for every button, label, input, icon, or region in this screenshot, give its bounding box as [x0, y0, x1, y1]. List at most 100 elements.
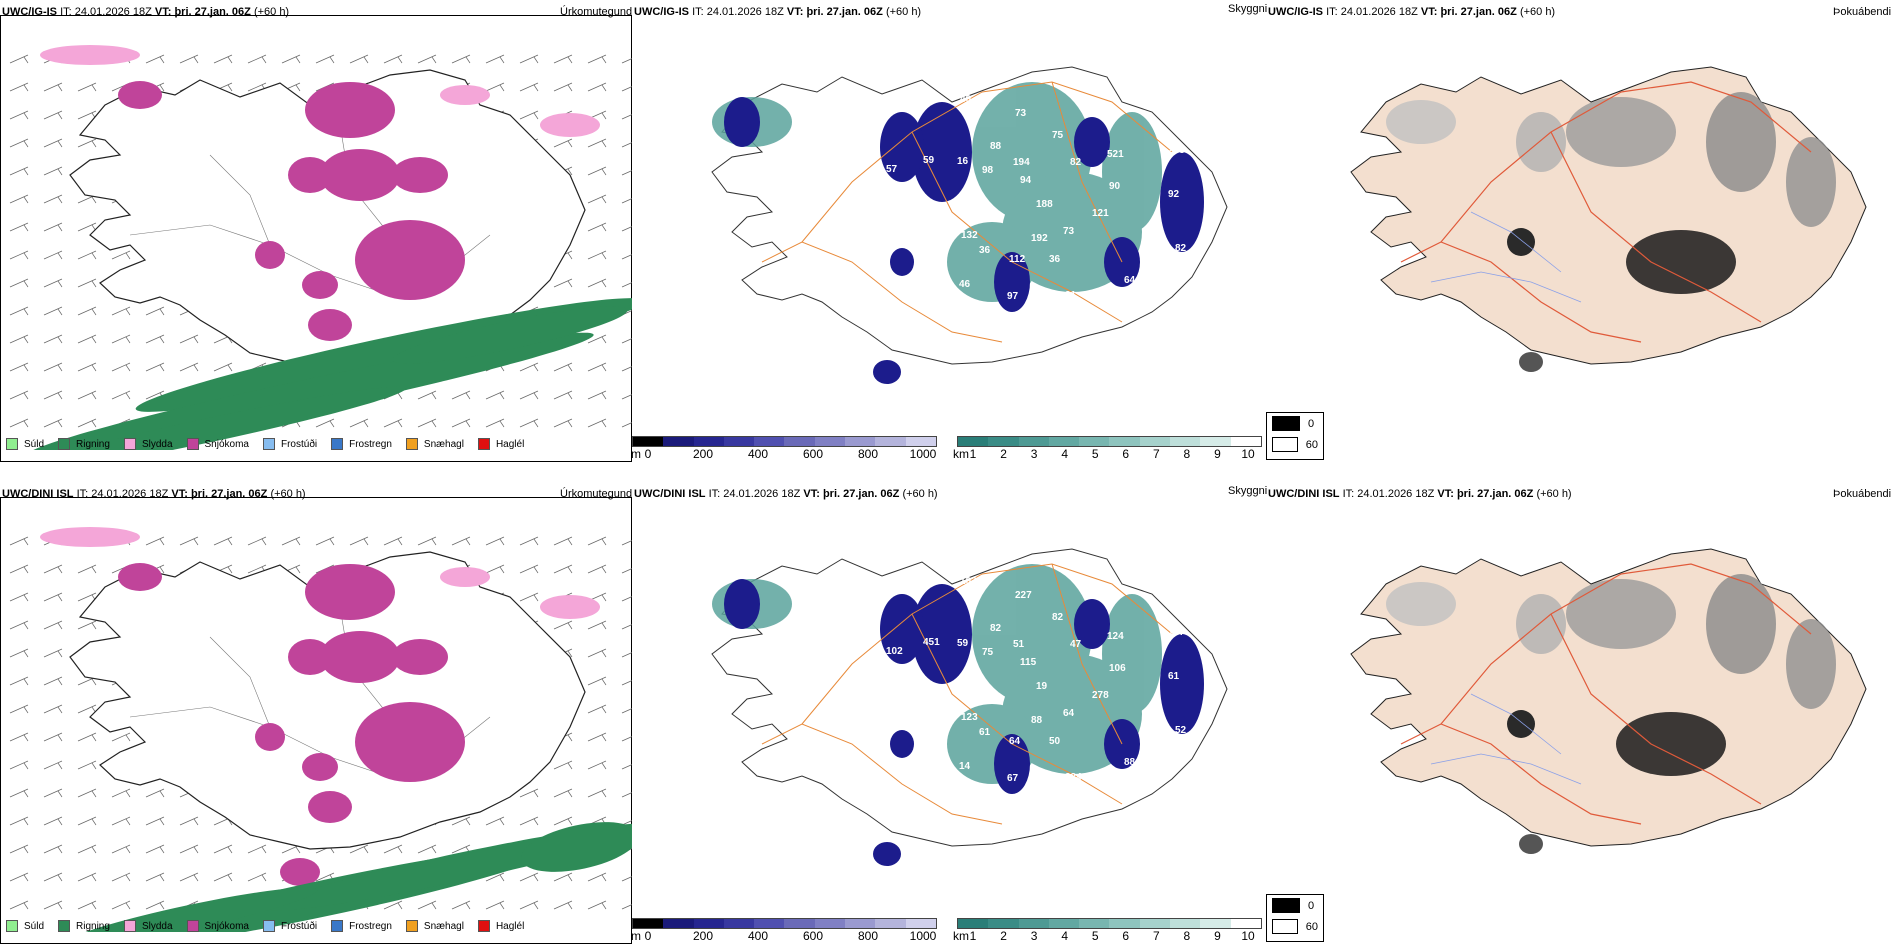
- scale-cell: [958, 919, 989, 928]
- legend-label: Súld: [24, 438, 45, 450]
- fog-legend: 0 60: [1266, 894, 1324, 942]
- scale-cell: [1200, 437, 1231, 446]
- legend-label: Frostúði: [280, 920, 318, 932]
- cloud-base-label: 116: [850, 134, 867, 145]
- snow-area: [280, 858, 320, 886]
- scale-cell: [875, 919, 906, 928]
- scale-tick: 0: [644, 447, 652, 461]
- cloud-base-label: 65: [843, 294, 855, 305]
- cloud-base-label: 166: [897, 275, 914, 286]
- scale-unit: km: [953, 929, 969, 943]
- legend-swatch: [405, 920, 418, 932]
- legend-item: Frostregn: [331, 920, 392, 932]
- scale-unit: km: [953, 447, 969, 461]
- scale-tick: 3: [1030, 447, 1038, 461]
- legend-item: Súld: [6, 920, 44, 932]
- legend-swatch: [186, 438, 199, 450]
- sleet-area: [540, 595, 600, 619]
- scale-cell: [754, 919, 785, 928]
- legend-label: Slydda: [141, 920, 173, 932]
- cloud-base-label: 20: [939, 783, 951, 794]
- cloud-map: 19 70 82 50 429 124 20 68 52 129 51 64 102 106 45 103 88…: [711, 548, 1228, 866]
- cloud-base-label: 521: [1107, 149, 1124, 160]
- legend-item: Slydda: [123, 920, 173, 932]
- panel-title: UWC/DINI ISL IT: 24.01.2026 18Z VT: þri.…: [634, 488, 938, 500]
- snow-area: [288, 639, 332, 675]
- scale-cell: [693, 437, 724, 446]
- scale-cell: [988, 919, 1019, 928]
- legend-label: Snæhagl: [423, 438, 464, 450]
- legend-item: Frostregn: [331, 438, 392, 450]
- scale-cell: [1230, 437, 1261, 446]
- cloud-base-label: 235: [876, 728, 893, 739]
- sleet-area: [540, 113, 600, 137]
- cloud-base-label: 80: [843, 776, 855, 787]
- scale-cell: [1048, 919, 1080, 928]
- scale-unit: m: [631, 447, 641, 461]
- scale-tick: 2: [1000, 929, 1007, 943]
- cloud-base-label: 52: [1175, 725, 1187, 736]
- sleet-area: [40, 45, 140, 65]
- precip-legend: Súld Rigning Slydda Snjókoma Frostúði Frostre…: [0, 920, 524, 932]
- scale-cell: [875, 437, 906, 446]
- scale-cell: [814, 437, 846, 446]
- fog-legend-label: 60: [1305, 438, 1318, 451]
- scale-bar: [957, 918, 1262, 929]
- cloud-base-label: 194: [1013, 157, 1030, 168]
- river-lines: [1430, 211, 1582, 303]
- cloud-base-label: 429: [854, 667, 871, 678]
- cloud-base-label: 75: [1052, 130, 1064, 141]
- cloud-base-label: 47: [1070, 639, 1082, 650]
- cloud-base-label: 59: [957, 638, 969, 649]
- scale-tick: 9: [1214, 447, 1221, 461]
- scale-bar: [632, 436, 937, 447]
- scale-tick: 2: [1000, 447, 1007, 461]
- legend-item: Snæhagl: [405, 438, 464, 450]
- cloud-base-label: 64: [1063, 708, 1075, 719]
- precip-type-panel-top: UWC/IG-IS IT: 24.01.2026 18Z VT: þri. 27…: [0, 0, 632, 465]
- snow-area: [118, 81, 162, 109]
- snow-area: [302, 271, 338, 299]
- cloud-base-label: 102: [886, 646, 903, 657]
- scale-tick: 1000: [909, 447, 937, 461]
- cloud-base-label: 227: [1015, 590, 1032, 601]
- cloud-base-label: 124: [1107, 631, 1124, 642]
- scale-bar: [632, 918, 937, 929]
- scale-tick: 5: [1091, 929, 1099, 943]
- scale-tick: 10: [1241, 447, 1255, 461]
- cloud-base-label: 103: [960, 576, 977, 587]
- scale-tick: 1000: [909, 929, 937, 943]
- cloud-base-label: 117: [875, 217, 892, 228]
- legend-label: Snjókoma: [204, 438, 249, 450]
- scale-tick: 800: [857, 447, 879, 461]
- cloud-base-label: 80: [850, 616, 862, 627]
- legend-label: Snæhagl: [423, 920, 464, 932]
- cloud-base-label: 16: [957, 156, 969, 167]
- sleet-area: [440, 567, 490, 587]
- legend-label: Frostregn: [349, 920, 392, 932]
- panel-title: UWC/IG-IS IT: 24.01.2026 18Z VT: þri. 27…: [1268, 6, 1556, 18]
- cloud-base-label: 57: [886, 164, 898, 175]
- snow-area: [118, 563, 162, 591]
- cloud-base-label: 95: [875, 699, 887, 710]
- snow-area: [320, 149, 400, 201]
- snow-area: [305, 564, 395, 620]
- panel-title: UWC/DINI ISL IT: 24.01.2026 18Z VT: þri.…: [1268, 488, 1572, 500]
- scale-tick: 6: [1122, 447, 1130, 461]
- cloud-base-label: 106: [1109, 663, 1126, 674]
- scale-cell: [1018, 437, 1049, 446]
- cloud-base-label: 75: [982, 647, 994, 658]
- precip-type-map: [9, 527, 632, 932]
- scale-tick: 7: [1152, 929, 1160, 943]
- scale-tick: 0: [644, 929, 652, 943]
- sleet-area: [40, 527, 140, 547]
- scale-cell: [905, 437, 936, 446]
- scale-cell: [1230, 919, 1261, 928]
- cloud-base-label: 115: [1020, 657, 1037, 668]
- cloud-base-label: 16: [805, 645, 817, 656]
- cloud-base-label: 132: [961, 230, 978, 241]
- cloud-base-label: 88: [1031, 715, 1043, 726]
- scale-cell: [988, 437, 1019, 446]
- cloud-base-label: 295: [1168, 145, 1185, 156]
- cloud-base-label: 278: [1092, 690, 1109, 701]
